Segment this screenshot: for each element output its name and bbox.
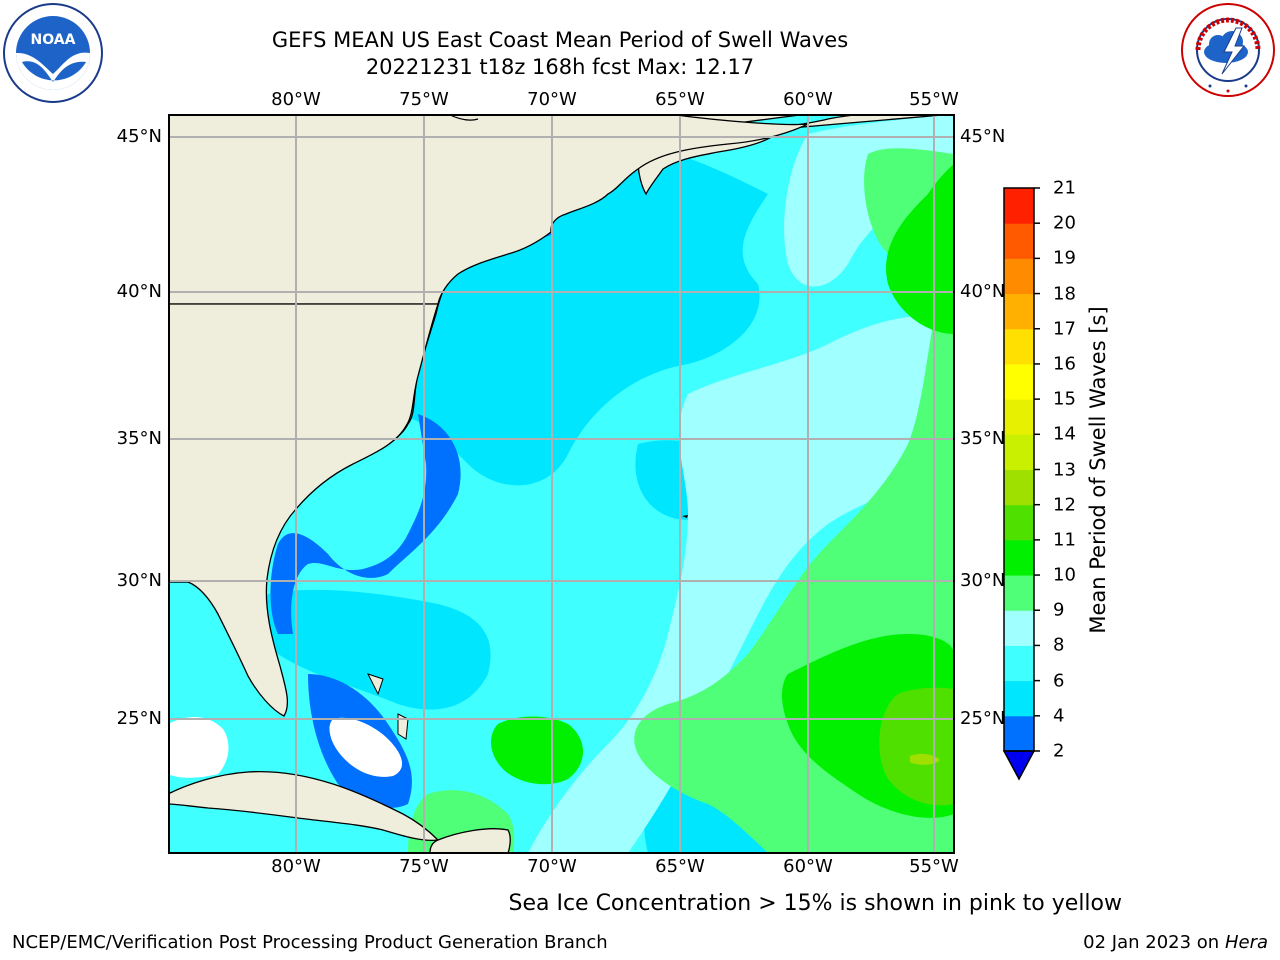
swell-period-map xyxy=(168,114,955,854)
colorbar-segment xyxy=(1004,188,1034,224)
colorbar-tick-label: 15 xyxy=(1053,388,1076,410)
lat-tick-left: 30°N xyxy=(116,570,162,591)
lon-tick-bottom: 60°W xyxy=(783,856,833,877)
colorbar-tick-label: 12 xyxy=(1053,494,1076,516)
lat-tick-left: 25°N xyxy=(116,708,162,729)
colorbar-segment xyxy=(1004,575,1034,611)
lat-tick-right: 25°N xyxy=(960,708,1006,729)
colorbar-tick-label: 14 xyxy=(1053,423,1076,445)
nws-logo xyxy=(1181,3,1275,97)
lon-tick-top: 80°W xyxy=(271,89,321,110)
period-11-12-region xyxy=(879,687,954,806)
masked-region xyxy=(329,717,403,777)
colorbar xyxy=(1002,187,1040,781)
lon-tick-bottom: 70°W xyxy=(527,856,577,877)
lat-tick-right: 30°N xyxy=(960,570,1006,591)
lat-tick-left: 45°N xyxy=(116,126,162,147)
chart-subtitle: 20221231 t18z 168h fcst Max: 12.17 xyxy=(365,55,755,79)
period-4-6-region xyxy=(261,589,491,710)
new-england-coast xyxy=(168,114,809,305)
colorbar-segment xyxy=(1004,539,1034,576)
footer-date-text: 02 Jan 2023 on xyxy=(1083,932,1225,953)
colorbar-segment xyxy=(1004,715,1034,752)
colorbar-segment xyxy=(1004,645,1034,682)
map-frame xyxy=(168,114,955,854)
colorbar-tick-label: 21 xyxy=(1053,177,1076,199)
masked-region xyxy=(168,717,229,778)
bahamas-island xyxy=(397,713,409,740)
colorbar-title: Mean Period of Swell Waves [s] xyxy=(1086,306,1110,634)
footer-host: Hera xyxy=(1224,932,1268,953)
bahamas-island xyxy=(367,673,384,696)
florida-land xyxy=(168,303,439,717)
colorbar-tick-label: 4 xyxy=(1053,705,1065,727)
colorbar-tick-label: 17 xyxy=(1053,318,1076,340)
colorbar-segment xyxy=(1004,680,1034,717)
noaa-logo: NOAA xyxy=(3,3,103,103)
colorbar-tick-label: 2 xyxy=(1053,740,1065,762)
colorbar-tick-label: 20 xyxy=(1053,212,1076,234)
period-11-12-region xyxy=(910,753,940,765)
colorbar-segment xyxy=(1004,363,1034,400)
colorbar-tick-label: 18 xyxy=(1053,283,1076,305)
colorbar-tick-label: 10 xyxy=(1053,564,1076,586)
period-10-11-region xyxy=(491,716,583,785)
lat-tick-right: 40°N xyxy=(960,281,1006,302)
footer-date: 02 Jan 2023 on Hera xyxy=(1083,932,1268,953)
lon-tick-top: 75°W xyxy=(399,89,449,110)
colorbar-segment xyxy=(1004,399,1034,435)
colorbar-tick-label: 19 xyxy=(1053,247,1076,269)
hispaniola-land xyxy=(429,828,511,853)
colorbar-tick-label: 9 xyxy=(1053,599,1065,621)
colorbar-tick-label: 11 xyxy=(1053,529,1076,551)
lat-tick-left: 40°N xyxy=(116,281,162,302)
lon-tick-bottom: 65°W xyxy=(655,856,705,877)
footer-credit: NCEP/EMC/Verification Post Processing Pr… xyxy=(12,932,608,953)
bermuda-mark xyxy=(682,515,688,518)
chart-title: GEFS MEAN US East Coast Mean Period of S… xyxy=(271,28,849,52)
lat-tick-left: 35°N xyxy=(116,428,162,449)
lon-tick-top: 60°W xyxy=(783,89,833,110)
lon-tick-top: 70°W xyxy=(527,89,577,110)
lon-tick-top: 55°W xyxy=(909,89,959,110)
noaa-logo-text: NOAA xyxy=(31,32,76,48)
colorbar-segment xyxy=(1004,434,1034,470)
lon-tick-bottom: 55°W xyxy=(909,856,959,877)
colorbar-segment xyxy=(1004,469,1034,506)
lat-tick-right: 45°N xyxy=(960,126,1006,147)
colorbar-segment xyxy=(1004,504,1034,541)
colorbar-segment xyxy=(1004,223,1034,259)
colorbar-tick-label: 13 xyxy=(1053,459,1076,480)
sea-ice-note: Sea Ice Concentration > 15% is shown in … xyxy=(508,891,1122,916)
lon-tick-bottom: 80°W xyxy=(271,856,321,877)
colorbar-segment xyxy=(1004,328,1034,365)
lat-tick-right: 35°N xyxy=(960,428,1006,449)
colorbar-segment xyxy=(1004,610,1034,646)
colorbar-segment xyxy=(1004,258,1034,295)
period-2-4-region xyxy=(270,414,461,634)
colorbar-segment xyxy=(1004,293,1034,330)
colorbar-tick-label: 6 xyxy=(1053,670,1065,692)
colorbar-tick-label: 8 xyxy=(1053,634,1065,656)
lon-tick-bottom: 75°W xyxy=(399,856,449,877)
lon-tick-top: 65°W xyxy=(655,89,705,110)
colorbar-tick-label: 16 xyxy=(1053,353,1076,375)
colorbar-extend-arrow xyxy=(1002,750,1036,781)
graticule xyxy=(168,114,954,853)
